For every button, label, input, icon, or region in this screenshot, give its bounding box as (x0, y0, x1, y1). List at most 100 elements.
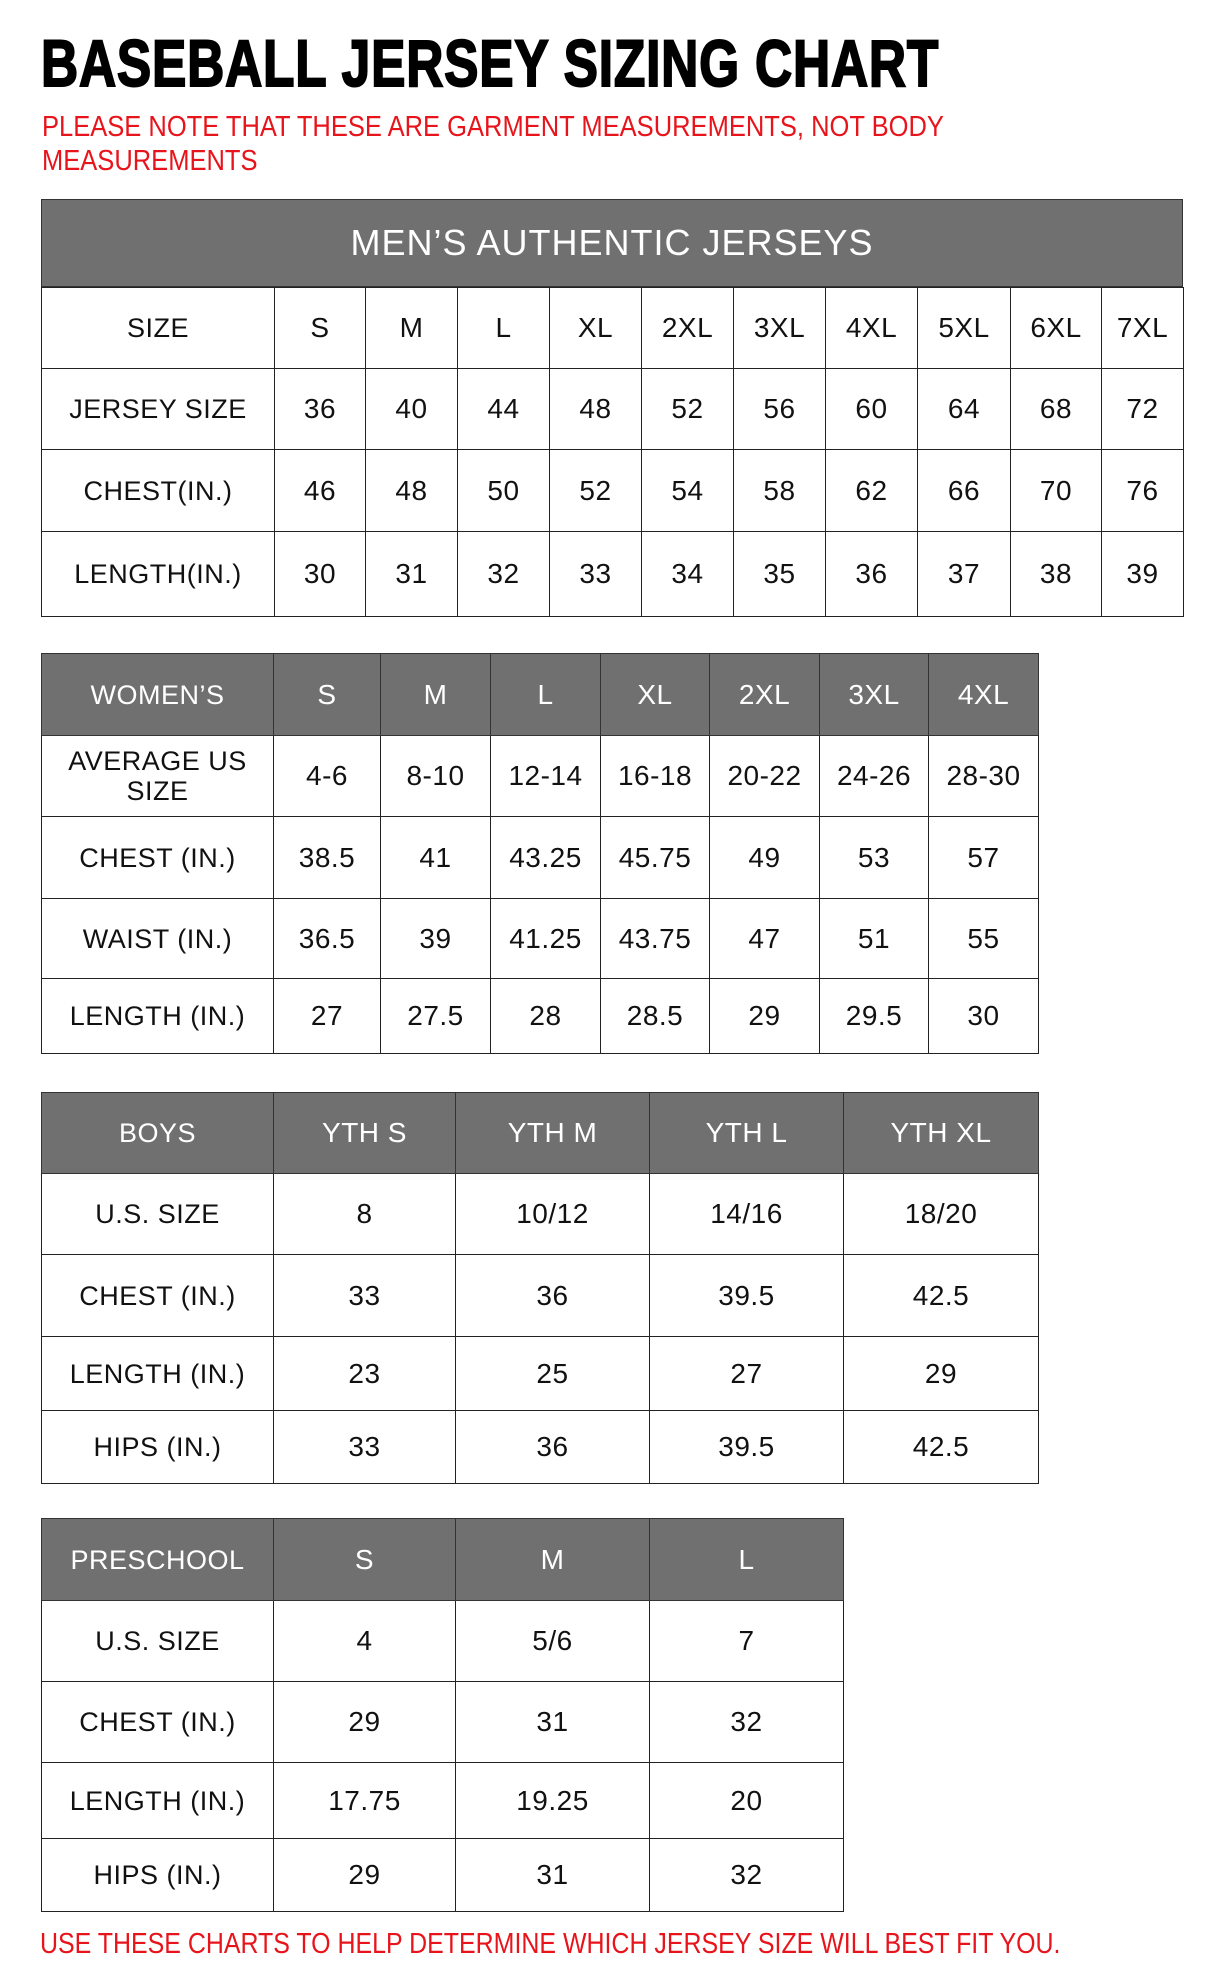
table-cell: 27.5 (380, 978, 491, 1054)
size-header-cell: 6XL (1010, 287, 1102, 369)
table-cell: 36 (455, 1410, 650, 1484)
table-cell: 53 (819, 816, 929, 899)
table-cell: 52 (549, 449, 642, 532)
size-header-cell: YTH XL (843, 1092, 1039, 1174)
size-header-cell: 2XL (709, 653, 820, 736)
row-label: LENGTH (IN.) (41, 1762, 274, 1839)
table-cell: 66 (917, 449, 1011, 532)
table-row: JERSEY SIZE 36 40 44 48 52 56 60 64 68 72 (41, 368, 1184, 450)
footer-note: USE THESE CHARTS TO HELP DETERMINE WHICH… (40, 1928, 1061, 1960)
table-cell: 47 (709, 898, 820, 979)
size-header-cell: S (273, 1518, 456, 1601)
table-row: U.S. SIZE 8 10/12 14/16 18/20 (41, 1173, 1039, 1255)
table-cell: 30 (928, 978, 1039, 1054)
size-header-cell: 3XL (733, 287, 826, 369)
table-cell: 29 (273, 1838, 456, 1912)
row-label: LENGTH (IN.) (41, 978, 274, 1054)
table-row: CHEST(IN.) 46 48 50 52 54 58 62 66 70 76 (41, 449, 1184, 532)
table-cell: 29 (843, 1336, 1039, 1411)
size-header-cell: M (455, 1518, 650, 1601)
row-label: WAIST (IN.) (41, 898, 274, 979)
table-cell: 57 (928, 816, 1039, 899)
table-row: CHEST (IN.) 33 36 39.5 42.5 (41, 1254, 1039, 1337)
size-header-cell: YTH L (649, 1092, 844, 1174)
table-cell: 48 (549, 368, 642, 450)
table-header-row: PRESCHOOL S M L (41, 1518, 844, 1601)
row-label: LENGTH (IN.) (41, 1336, 274, 1411)
row-label: HIPS (IN.) (41, 1838, 274, 1912)
table-cell: 41.25 (490, 898, 601, 979)
row-label: JERSEY SIZE (41, 368, 275, 450)
table-row: AVERAGE US SIZE 4-6 8-10 12-14 16-18 20-22 24-… (41, 735, 1039, 817)
table-header-row: WOMEN’S S M L XL 2XL 3XL 4XL (41, 653, 1039, 736)
table-cell: 4 (273, 1600, 456, 1682)
row-label: WOMEN’S (41, 653, 274, 736)
table-row: CHEST (IN.) 38.5 41 43.25 45.75 49 53 57 (41, 816, 1039, 899)
table-cell: 25 (455, 1336, 650, 1411)
table-cell: 39 (1101, 531, 1184, 617)
table-cell: 32 (649, 1838, 844, 1912)
table-cell: 29.5 (819, 978, 929, 1054)
table-row: LENGTH (IN.) 17.75 19.25 20 (41, 1762, 844, 1839)
table-cell: 29 (273, 1681, 456, 1763)
table-cell: 39.5 (649, 1254, 844, 1337)
table-cell: 28.5 (600, 978, 710, 1054)
row-label: BOYS (41, 1092, 274, 1174)
table-row: U.S. SIZE 4 5/6 7 (41, 1600, 844, 1682)
size-header-cell: S (274, 287, 366, 369)
table-cell: 5/6 (455, 1600, 650, 1682)
table-cell: 39 (380, 898, 491, 979)
table-cell: 19.25 (455, 1762, 650, 1839)
row-label: AVERAGE US SIZE (41, 735, 274, 817)
size-header-cell: 4XL (825, 287, 918, 369)
table-cell: 36 (825, 531, 918, 617)
table-cell: 28-30 (928, 735, 1039, 817)
womens-size-table: WOMEN’S S M L XL 2XL 3XL 4XL AVERAGE US SIZE 4-6 8… (41, 653, 1039, 1054)
table-cell: 33 (273, 1410, 456, 1484)
table-cell: 43.25 (490, 816, 601, 899)
table-cell: 18/20 (843, 1173, 1039, 1255)
table-cell: 55 (928, 898, 1039, 979)
table-cell: 68 (1010, 368, 1102, 450)
table-cell: 31 (455, 1838, 650, 1912)
table-cell: 42.5 (843, 1410, 1039, 1484)
size-header-cell: M (380, 653, 491, 736)
table-cell: 54 (641, 449, 734, 532)
row-label: PRESCHOOL (41, 1518, 274, 1601)
table-cell: 24-26 (819, 735, 929, 817)
table-cell: 50 (457, 449, 550, 532)
table-cell: 72 (1101, 368, 1184, 450)
table-row: HIPS (IN.) 33 36 39.5 42.5 (41, 1410, 1039, 1484)
table-cell: 38.5 (273, 816, 381, 899)
size-header-cell: L (649, 1518, 844, 1601)
table-cell: 4-6 (273, 735, 381, 817)
table-cell: 37 (917, 531, 1011, 617)
size-header-cell: M (365, 287, 458, 369)
table-cell: 29 (709, 978, 820, 1054)
table-cell: 64 (917, 368, 1011, 450)
preschool-size-table: PRESCHOOL S M L U.S. SIZE 4 5/6 7 CHEST (IN.) 29 3… (41, 1518, 844, 1912)
size-header-cell: L (490, 653, 601, 736)
size-header-cell: YTH M (455, 1092, 650, 1174)
table-cell: 46 (274, 449, 366, 532)
size-header-cell: 5XL (917, 287, 1011, 369)
table-cell: 60 (825, 368, 918, 450)
table-row: LENGTH (IN.) 27 27.5 28 28.5 29 29.5 30 (41, 978, 1039, 1054)
table-cell: 56 (733, 368, 826, 450)
table-cell: 36.5 (273, 898, 381, 979)
row-label: CHEST(IN.) (41, 449, 275, 532)
row-label: U.S. SIZE (41, 1600, 274, 1682)
table-header-row: BOYS YTH S YTH M YTH L YTH XL (41, 1092, 1039, 1174)
table-cell: 34 (641, 531, 734, 617)
row-label: CHEST (IN.) (41, 1681, 274, 1763)
row-label: LENGTH(IN.) (41, 531, 275, 617)
table-cell: 27 (649, 1336, 844, 1411)
size-header-cell: YTH S (273, 1092, 456, 1174)
table-cell: 14/16 (649, 1173, 844, 1255)
table-cell: 27 (273, 978, 381, 1054)
table-cell: 45.75 (600, 816, 710, 899)
row-label: CHEST (IN.) (41, 816, 274, 899)
size-header-cell: 4XL (928, 653, 1039, 736)
table-cell: 62 (825, 449, 918, 532)
table-cell: 44 (457, 368, 550, 450)
